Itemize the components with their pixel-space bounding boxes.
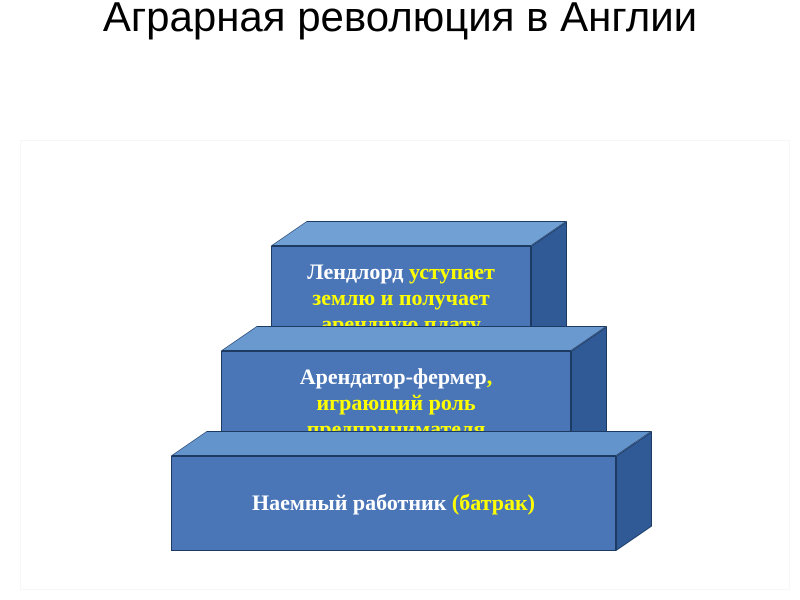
diagram-canvas: Лендлорд уступаетземлю и получаетарендну… [20,140,790,590]
level-top-line: Лендлорд уступает [307,259,495,285]
level-bottom-top-face [171,431,652,456]
level-bottom-line: Наемный работник (батрак) [252,490,535,516]
level-bottom-front-face: Наемный работник (батрак) [171,456,616,551]
level-middle-text-part: играющий роль [316,390,475,415]
level-middle-line: Арендатор-фермер, [300,364,493,390]
level-top-line: землю и получает [307,285,495,311]
level-top-text-part: землю и получает [312,285,489,310]
page-title: Аграрная революция в Англии [0,0,800,42]
level-bottom-text-part: (батрак) [452,490,535,515]
level-middle-text-part: , [487,364,493,389]
level-top-text-part: уступает [409,259,495,284]
level-middle-top-face [221,326,607,351]
level-bottom: Наемный работник (батрак) [171,431,652,551]
level-bottom-text-part: Наемный работник [252,490,452,515]
level-middle-text-part: Арендатор-фермер [300,364,487,389]
level-top-top-face [271,221,567,246]
level-bottom-label: Наемный работник (батрак) [252,490,535,516]
level-top-text-part: Лендлорд [307,259,409,284]
level-middle-line: играющий роль [300,390,493,416]
